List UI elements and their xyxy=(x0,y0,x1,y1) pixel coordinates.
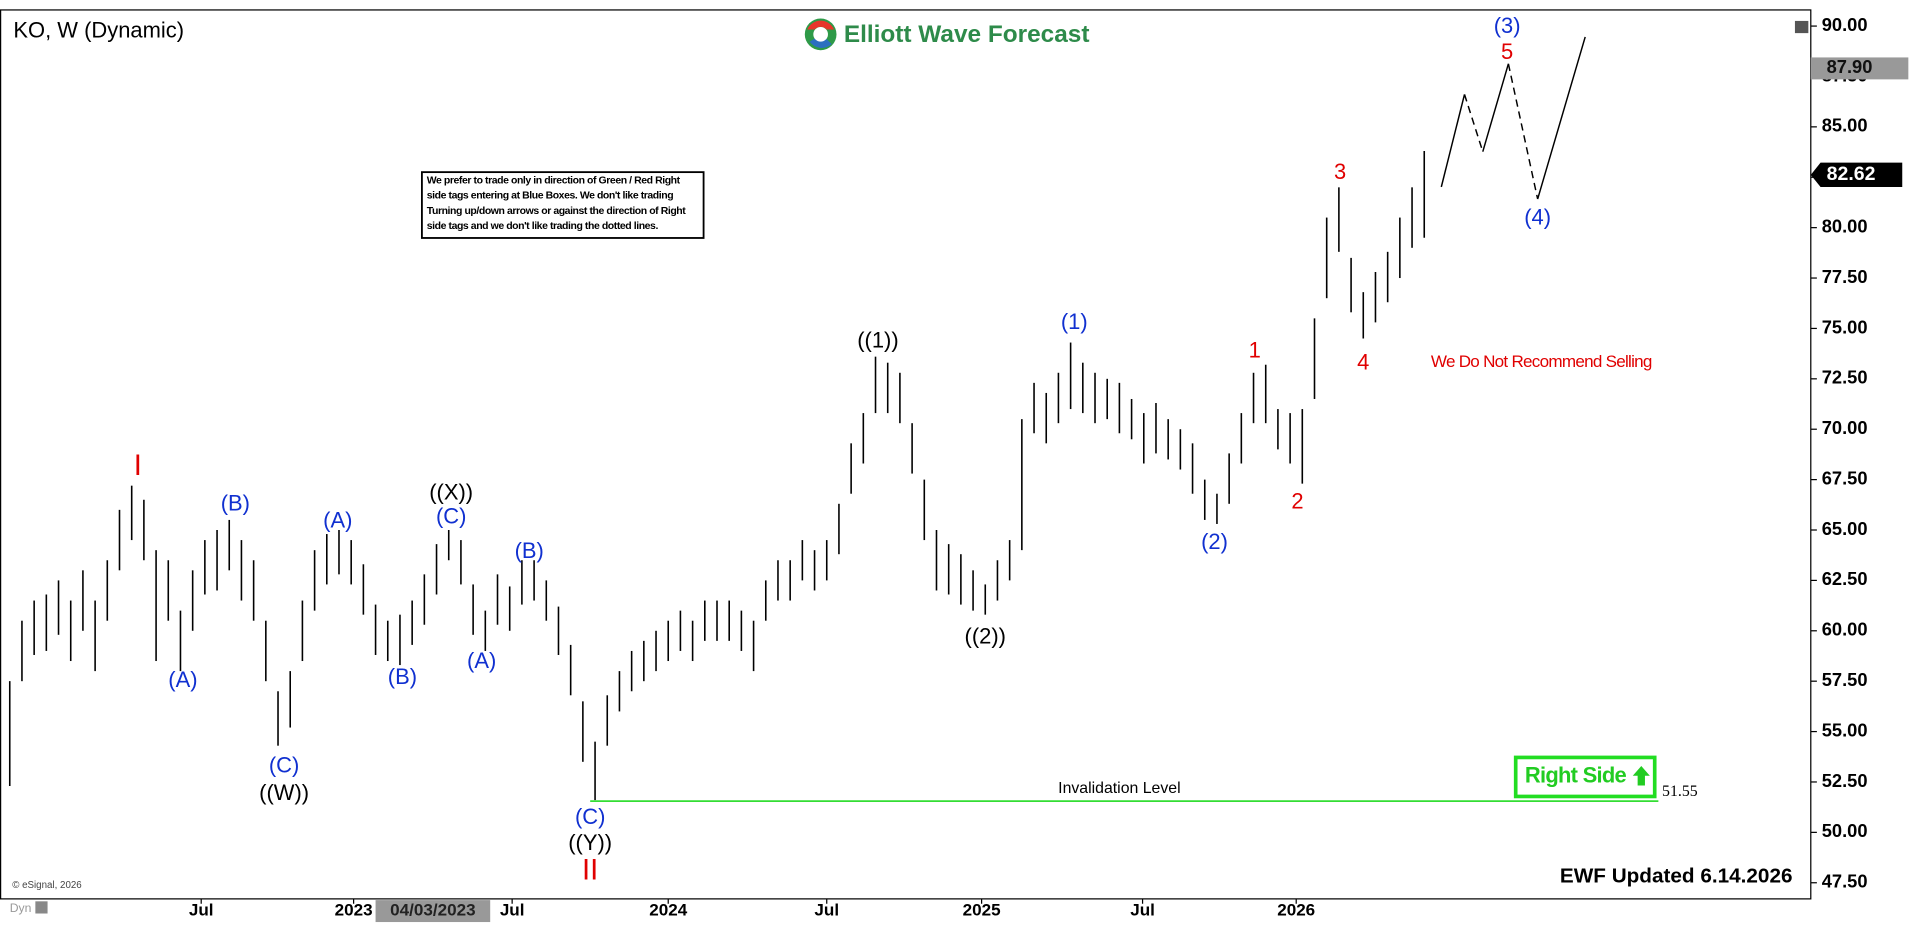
wave-label: (1) xyxy=(1061,309,1088,334)
y-tick-label: 75.00 xyxy=(1822,316,1868,337)
projection-segment xyxy=(1482,63,1510,152)
copyright: © eSignal, 2026 xyxy=(12,880,82,891)
crosshair-label: 04/03/2023 xyxy=(390,901,475,920)
x-tick-label: Jul xyxy=(500,901,525,920)
x-tick-label: 2023 xyxy=(335,901,373,920)
x-tick-label: 2024 xyxy=(649,901,687,920)
chart-title: KO, W (Dynamic) xyxy=(13,18,184,43)
wave-label: 2 xyxy=(1291,489,1303,514)
y-tick-label: 72.50 xyxy=(1822,367,1868,388)
logo-arc xyxy=(809,37,832,48)
right-side-label: Right Side xyxy=(1525,763,1627,788)
wave-label: 3 xyxy=(1334,159,1346,184)
y-tick-label: 55.00 xyxy=(1822,719,1868,740)
up-arrow xyxy=(1632,765,1650,786)
y-tick-label: 65.00 xyxy=(1822,518,1868,539)
wave-label: 5 xyxy=(1501,39,1513,64)
wave-label: (A) xyxy=(168,667,197,692)
brand: Elliott Wave Forecast xyxy=(844,21,1090,48)
invalidation-label: Invalidation Level xyxy=(1058,780,1180,797)
wave-label: ((W)) xyxy=(259,780,309,805)
wave-label: 4 xyxy=(1357,350,1369,375)
logo: Elliott Wave Forecast xyxy=(804,18,1090,51)
y-tick-label: 50.00 xyxy=(1822,820,1868,841)
wave-label: II xyxy=(582,854,598,886)
note-line: Turning up/down arrows or against the di… xyxy=(427,206,686,217)
x-tick-label: Jul xyxy=(814,901,839,920)
wave-label: (3) xyxy=(1494,13,1521,38)
y-tick-label: 85.00 xyxy=(1822,115,1868,136)
projection-segment xyxy=(1440,94,1466,188)
note-line: We prefer to trade only in direction of … xyxy=(427,175,681,186)
y-tick-label: 80.00 xyxy=(1822,215,1868,236)
note-box xyxy=(420,171,705,239)
last-price-tag xyxy=(1810,162,1903,188)
y-tick-label: 52.50 xyxy=(1822,770,1868,791)
right-side-box xyxy=(1513,755,1657,799)
wave-label: ((X)) xyxy=(429,480,473,505)
projection-segment xyxy=(1536,36,1586,200)
invalidation-value: 51.55 xyxy=(1662,783,1698,800)
wave-label: I xyxy=(134,450,142,482)
y-tick-label: 70.00 xyxy=(1822,417,1868,438)
note-line: side tags entering at Blue Boxes. We don… xyxy=(427,191,673,202)
wave-label: (4) xyxy=(1524,204,1551,229)
level-tag xyxy=(1810,57,1909,80)
y-tick-label: 60.00 xyxy=(1822,619,1868,640)
note-line: side tags and we don't like trading the … xyxy=(427,221,659,232)
wave-label: (A) xyxy=(323,508,352,533)
wave-label: (A) xyxy=(467,648,496,673)
mode-icon xyxy=(35,901,48,914)
x-tick-label: 2025 xyxy=(963,901,1001,920)
last-price-label: 82.62 xyxy=(1827,163,1876,185)
y-tick-label: 57.50 xyxy=(1822,669,1868,690)
logo-center xyxy=(813,27,828,42)
y-tick-label: 77.50 xyxy=(1822,266,1868,287)
wave-label: (2) xyxy=(1201,529,1228,554)
warning: We Do Not Recommend Selling xyxy=(1431,352,1652,371)
window-icon xyxy=(1794,20,1809,34)
wave-label: (C) xyxy=(575,804,605,829)
projection-segment xyxy=(1507,63,1539,200)
y-tick-label: 90.00 xyxy=(1822,14,1868,35)
projection-segment xyxy=(1463,94,1484,152)
wave-label: 1 xyxy=(1249,337,1261,362)
wave-label: (B) xyxy=(388,664,417,689)
wave-label: ((2)) xyxy=(965,624,1006,649)
note: We prefer to trade only in direction of … xyxy=(427,175,687,232)
level-tag-label: 87.90 xyxy=(1827,56,1873,77)
x-tick-label: 2026 xyxy=(1277,901,1315,920)
x-tick-label: Jul xyxy=(189,901,214,920)
wave-label: (C) xyxy=(436,504,466,529)
updated: EWF Updated 6.14.2026 xyxy=(1560,864,1793,887)
wave-label: ((1)) xyxy=(857,327,898,352)
mode: Dyn xyxy=(10,901,32,915)
x-tick-label: Jul xyxy=(1130,901,1155,920)
wave-label: ((Y)) xyxy=(568,830,612,855)
crosshair-tag xyxy=(375,900,491,923)
y-tick-label: 62.50 xyxy=(1822,568,1868,589)
y-tick-label: 47.50 xyxy=(1822,871,1868,892)
wave-label: (C) xyxy=(269,753,299,778)
y-tick-label: 67.50 xyxy=(1822,467,1868,488)
plot-frame xyxy=(0,9,1812,900)
wave-label: (B) xyxy=(515,538,544,563)
wave-label: (B) xyxy=(221,491,250,516)
logo-arc xyxy=(807,20,835,30)
